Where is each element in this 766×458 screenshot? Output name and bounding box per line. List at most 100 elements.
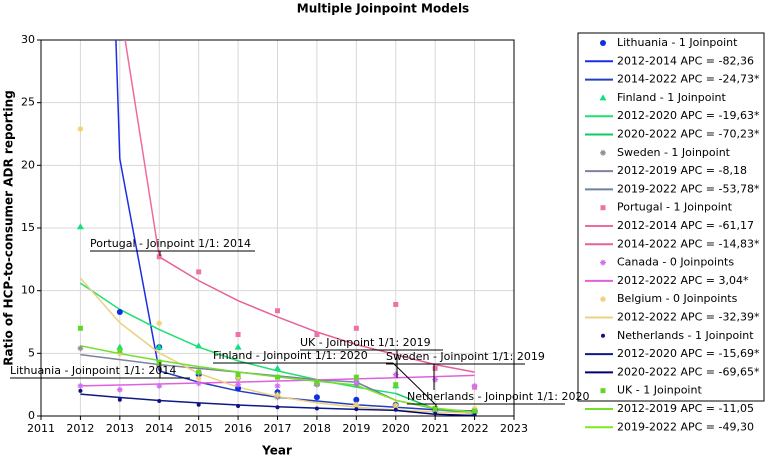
legend-label: 2014-2022 APC = -14,83* [617, 237, 760, 250]
legend-label: Portugal - 1 Joinpoint [617, 201, 733, 214]
annotation: Netherlands - Joinpoint 1/1: 2020 [407, 390, 589, 403]
point [471, 382, 478, 389]
point [472, 412, 477, 416]
legend-marker [599, 94, 607, 101]
y-tick-label: 0 [28, 409, 35, 422]
legend-box [577, 32, 765, 402]
legend-label: UK - 1 Joinpoint [617, 384, 702, 397]
plot-frame [40, 39, 515, 417]
fit-line [80, 282, 396, 395]
legend-label: 2020-2022 APC = -70,23* [617, 128, 760, 141]
x-axis-label: Year [261, 444, 292, 458]
legend-label: Finland - 1 Joinpoint [617, 91, 727, 104]
x-tick-label: 2013 [106, 422, 134, 435]
point [393, 382, 399, 388]
point [354, 407, 359, 412]
point [392, 371, 399, 378]
point [157, 398, 162, 403]
legend-label: 2012-2019 APC = -8,18 [617, 164, 747, 177]
annotation: Portugal - Joinpoint 1/1: 2014 [90, 237, 251, 250]
y-axis-label: Ratio of HCP-to-consumer ADR reporting [2, 90, 16, 365]
legend-label: Belgium - 0 Joinpoints [617, 292, 738, 305]
x-tick-label: 2022 [461, 422, 489, 435]
legend-label: 2012-2022 APC = 3,04* [617, 274, 749, 287]
point [432, 405, 438, 411]
legend-marker [600, 149, 606, 156]
legend-label: 2014-2022 APC = -24,73* [617, 73, 760, 86]
point [274, 364, 281, 371]
legend-label: 2012-2020 APC = -15,69* [617, 347, 760, 360]
point [196, 269, 202, 275]
x-tick-label: 2019 [342, 422, 370, 435]
point [117, 348, 123, 354]
fit-line [158, 256, 475, 373]
fit-line [80, 353, 357, 383]
annotation: Lithuania - Joinpoint 1/1: 2014 [10, 364, 176, 377]
fit-line [159, 370, 475, 412]
point [235, 374, 242, 381]
point [432, 365, 438, 371]
legend-label: 2012-2020 APC = -19,63* [617, 109, 760, 122]
point [196, 402, 201, 407]
point [195, 375, 202, 382]
point [393, 407, 398, 412]
x-tick-label: 2018 [303, 422, 331, 435]
point [313, 394, 320, 401]
x-tick-label: 2020 [382, 422, 410, 435]
point [236, 403, 241, 408]
point [472, 408, 478, 414]
point [195, 380, 202, 387]
point [235, 381, 242, 388]
legend-label: 2012-2022 APC = -32,39* [617, 311, 760, 324]
legend-label: Canada - 0 Joinpoints [617, 256, 734, 269]
point [195, 342, 203, 349]
point [77, 345, 84, 352]
point [156, 254, 162, 260]
point [353, 379, 360, 386]
point [392, 402, 399, 409]
point [77, 382, 84, 389]
point [116, 386, 123, 393]
point [235, 372, 241, 378]
point [274, 391, 281, 398]
y-tick-label: 25 [21, 96, 35, 109]
y-tick-label: 5 [28, 346, 35, 359]
legend-marker [600, 296, 606, 303]
legend-marker [601, 333, 605, 338]
point [393, 301, 399, 307]
x-tick-label: 2016 [224, 422, 252, 435]
point [314, 379, 320, 385]
x-tick-label: 2021 [421, 422, 449, 435]
legend-label: 2020-2022 APC = -69,65* [617, 365, 760, 378]
point [116, 350, 123, 357]
point [433, 411, 438, 416]
point [314, 332, 320, 338]
legend-label: 2012-2014 APC = -61,17 [617, 219, 754, 232]
annotation: UK - Joinpoint 1/1: 2019 [300, 336, 431, 349]
point [274, 382, 281, 389]
annotation-leader [392, 362, 437, 406]
point [77, 125, 84, 132]
fit-line [115, 40, 160, 372]
point [353, 374, 359, 380]
plot-area [76, 40, 479, 416]
point [156, 382, 163, 389]
point [156, 320, 163, 327]
x-tick-label: 2015 [185, 422, 213, 435]
x-tick-label: 2012 [66, 422, 94, 435]
annotation: Sweden - Joinpoint 1/1: 2019 [386, 350, 545, 363]
point [275, 405, 280, 410]
legend-label: 2012-2019 APC = -11,05 [617, 402, 754, 415]
y-tick-label: 30 [21, 33, 35, 46]
legend-marker [600, 388, 606, 394]
legend-label: 2012-2014 APC = -82,36 [617, 54, 754, 67]
point [155, 343, 163, 350]
x-tick-label: 2011 [27, 422, 55, 435]
point [353, 401, 360, 408]
fit-line [80, 345, 357, 386]
legend-label: Lithuania - 1 Joinpoint [617, 36, 738, 49]
legend-label: Sweden - 1 Joinpoint [617, 146, 731, 159]
point [76, 223, 84, 230]
point [275, 308, 280, 314]
